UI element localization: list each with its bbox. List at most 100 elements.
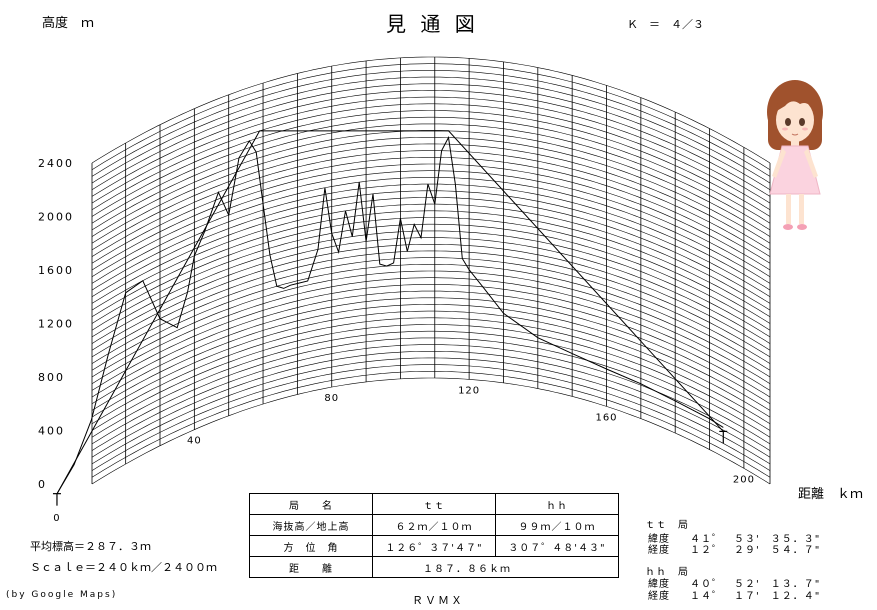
grid-height-line [91, 324, 771, 431]
row-label: 海抜高／地上高 [249, 514, 373, 536]
grid-height-line [91, 150, 771, 257]
grid-height-line [91, 250, 771, 358]
y-tick-label: 800 [38, 371, 65, 384]
grid-height-line [91, 177, 771, 284]
grid-height-line [91, 310, 771, 418]
grid-height-line [91, 76, 771, 184]
grid-height-line [91, 230, 771, 338]
grid-height-line [91, 157, 771, 264]
grid-height-line [91, 357, 771, 465]
grid-height-line [91, 83, 771, 191]
grid-height-line [91, 197, 771, 304]
hh-value: ｈｈ [495, 493, 619, 515]
tt-lon: １２゜ ２９' ５４．７" [690, 545, 821, 556]
row-label: 方 位 角 [249, 535, 373, 557]
table-row: 海抜高／地上高 ６２ｍ／１０ｍ ９９ｍ／１０ｍ [249, 514, 619, 536]
grid-height-line [91, 223, 771, 331]
earth-curvature-grid [91, 56, 771, 485]
hh-station-name: ｈｈ 局 [645, 567, 689, 578]
grid-height-line [91, 210, 771, 318]
grid-height-line [91, 63, 771, 170]
x-tick-label: 200 [733, 474, 755, 485]
average-height: 平均標高＝２８７．３ｍ [30, 540, 151, 553]
row-label: 距 離 [249, 556, 373, 578]
grid-height-line [91, 116, 771, 224]
table-row: 局 名 ｔｔ ｈｈ [249, 493, 619, 515]
grid-height-line [91, 370, 771, 478]
credit-label: (by Google Maps) [6, 590, 118, 600]
x-unit-label: 距離 ｋｍ [798, 487, 864, 502]
hh-lat: ４０゜ ５２' １３．７" [690, 579, 821, 590]
grid-height-line [91, 137, 771, 244]
grid-height-line [91, 163, 771, 271]
page-title: 見 通 図 [386, 12, 479, 36]
data-layer: 0 400 800 1200 1600 2000 2400 0 40 80 120 160 200 [38, 130, 755, 524]
hh-value: ３０７゜４８'４３" [495, 535, 619, 557]
y-tick-label: 1200 [38, 318, 74, 331]
grid-height-line [91, 170, 771, 277]
grid-height-line [91, 90, 771, 197]
tt-lat-label: 緯度 [648, 534, 670, 545]
table-row: 方 位 角 １２６゜３７'４７" ３０７゜４８'４３" [249, 535, 619, 557]
grid-height-line [91, 377, 771, 485]
grid-height-line [91, 183, 771, 291]
girl-illustration-icon [767, 80, 823, 230]
grid-height-line [91, 123, 771, 231]
grid-height-line [91, 304, 771, 411]
grid-height-line [91, 103, 771, 211]
table-row: 距 離 １８７．８６ｋｍ [249, 556, 619, 578]
tt-value: ６２ｍ／１０ｍ [372, 514, 496, 536]
hh-lon-label: 経度 [648, 591, 670, 602]
grid-height-line [91, 284, 771, 391]
grid-height-line [91, 110, 771, 217]
k-factor-label: Ｋ ＝ ４／３ [627, 18, 704, 31]
y-tick-label: 0 [38, 478, 47, 491]
tt-lat: ４１゜ ５３' ３５．３" [690, 534, 821, 545]
hh-lat-label: 緯度 [648, 579, 670, 590]
grid-height-line [91, 297, 771, 405]
y-tick-label: 400 [38, 425, 65, 438]
grid-height-line [91, 203, 771, 311]
x-tick-label: 0 [53, 513, 60, 524]
hh-value: ９９ｍ／１０ｍ [495, 514, 619, 536]
y-tick-label: 2400 [38, 157, 74, 170]
grid-height-line [91, 330, 771, 438]
x-tick-label: 40 [187, 436, 202, 447]
y-tick-label: 2000 [38, 211, 74, 224]
hh-lon: １４゜ １７' １２．４" [690, 591, 821, 602]
grid-height-line [91, 143, 771, 251]
terrain-profile-line [56, 135, 724, 494]
grid-height-line [91, 337, 771, 445]
grid-height-line [91, 263, 771, 371]
grid-height-line [91, 364, 771, 471]
grid-height-line [91, 70, 771, 177]
grid-height-line [91, 237, 771, 344]
distance-value: １８７．８６ｋｍ [372, 556, 619, 578]
grid-height-line [91, 257, 771, 364]
row-label: 局 名 [249, 493, 373, 515]
x-tick-label: 80 [324, 393, 339, 404]
grid-height-line [91, 190, 771, 298]
x-tick-label: 160 [595, 412, 617, 423]
grid-height-line [91, 270, 771, 378]
tt-lon-label: 経度 [648, 545, 670, 556]
scale-label: Ｓｃａｌｅ＝２４０ｋｍ／２４００ｍ [30, 561, 217, 574]
grid-height-line [91, 244, 771, 351]
sightline [56, 130, 724, 494]
tt-value: ｔｔ [372, 493, 496, 515]
y-unit-label: 高度 ｍ [42, 16, 95, 31]
grid-height-line [91, 56, 771, 164]
grid-height-line [91, 350, 771, 458]
y-tick-label: 1600 [38, 264, 74, 277]
tt-value: １２６゜３７'４７" [372, 535, 496, 557]
grid-height-line [91, 290, 771, 398]
grid-height-line [91, 96, 771, 204]
grid-height-line [91, 317, 771, 425]
station-info-table: 局 名 ｔｔ ｈｈ 海抜高／地上高 ６２ｍ／１０ｍ ９９ｍ／１０ｍ 方 位 角 … [249, 493, 619, 578]
grid-height-line [91, 277, 771, 384]
grid-height-line [91, 217, 771, 324]
footer-label: ＲＶＭＸ [412, 594, 464, 607]
grid-height-line [91, 130, 771, 237]
x-tick-label: 120 [458, 385, 480, 396]
